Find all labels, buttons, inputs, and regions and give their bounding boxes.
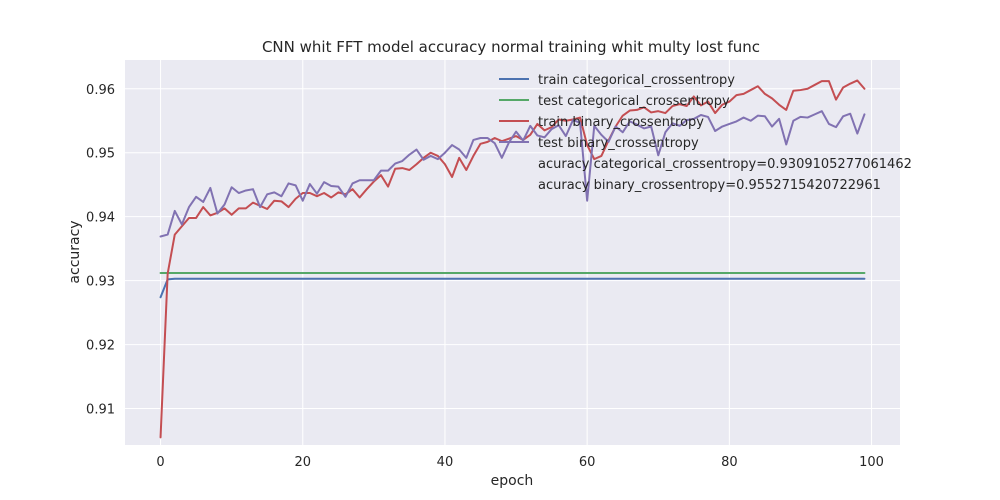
grid-lines — [125, 60, 900, 445]
x-tick-label: 80 — [721, 455, 738, 470]
x-tick-label: 60 — [579, 455, 596, 470]
plot-area — [125, 60, 900, 445]
x-axis-label: epoch — [491, 473, 534, 489]
series-line — [159, 277, 866, 299]
accuracy-annotation: acuracy binary_crossentropy=0.9552715420… — [538, 178, 881, 193]
x-tick-label: 0 — [156, 455, 164, 470]
y-tick-label: 0.91 — [86, 403, 115, 418]
legend-label: test categorical_crossentropy — [538, 94, 730, 109]
x-tick-label: 20 — [294, 455, 311, 470]
y-tick-label: 0.95 — [86, 147, 115, 162]
y-tick-label: 0.94 — [86, 211, 115, 226]
x-axis-ticks: 0 20 40 60 80 100 — [156, 455, 884, 470]
legend-label: train categorical_crossentropy — [538, 73, 735, 88]
y-axis-ticks: 0.91 0.92 0.93 0.94 0.95 0.96 — [86, 83, 115, 418]
y-axis-label: accuracy — [67, 220, 83, 283]
y-tick-label: 0.93 — [86, 275, 115, 290]
chart-title: CNN whit FFT model accuracy normal train… — [262, 38, 760, 56]
series-lines — [159, 79, 866, 439]
y-tick-label: 0.96 — [86, 83, 115, 98]
legend-label: train binary_crossentropy — [538, 115, 704, 130]
y-tick-label: 0.92 — [86, 339, 115, 354]
accuracy-annotation: acuracy categorical_crossentropy=0.93091… — [538, 157, 912, 172]
x-tick-label: 100 — [859, 455, 884, 470]
legend-label: test binary_crossentropy — [538, 136, 699, 151]
x-tick-label: 40 — [437, 455, 454, 470]
series-line — [159, 110, 866, 238]
